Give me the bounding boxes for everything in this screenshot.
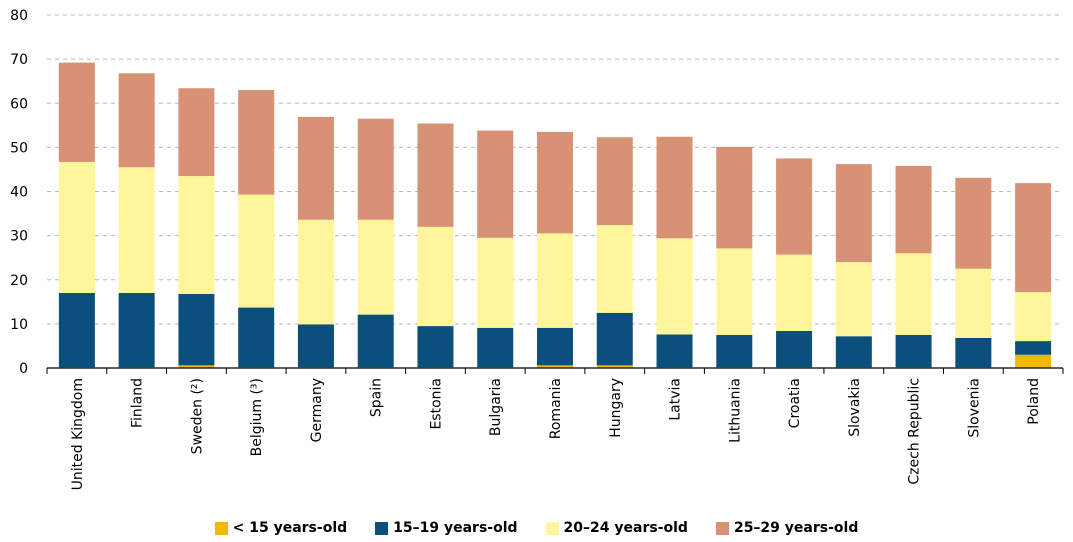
bar-segment [537,327,573,366]
bar-segment [238,307,275,368]
legend-label: 20–24 years-old [563,520,688,536]
bar-segment [716,334,753,368]
bar-segment [895,253,932,335]
bar-segment [477,237,514,328]
bar-segment [58,292,95,368]
bar-segment [776,330,813,368]
legend-item: 20–24 years-old [545,520,688,536]
legend-swatch [214,521,228,535]
x-category-label: Hungary [608,378,624,438]
bar-segment [417,326,454,368]
bar-segment [835,336,872,368]
bar-segment [656,238,693,335]
bar-segment [178,365,215,368]
x-category-label: Estonia [428,378,444,430]
bar-segment [1015,341,1052,355]
y-tick-label: 60 [10,96,28,112]
y-tick-label: 70 [10,52,28,68]
legend-item: 15–19 years-old [375,520,518,536]
bar-segment [477,130,514,238]
bar-segment [417,123,454,227]
legend-label: < 15 years-old [232,520,348,536]
bar-segment [58,161,95,293]
bar-segment [596,225,633,313]
bar-segment [118,73,155,168]
y-tick-label: 30 [10,229,28,245]
legend-swatch [375,521,389,535]
x-category-label: Sweden (²) [189,378,205,454]
x-category-label: United Kingdom [70,378,86,490]
y-tick-label: 10 [10,317,28,333]
bar-segment [596,312,633,366]
x-category-label: Slovenia [966,378,982,438]
bar-segment [238,194,275,308]
x-category-label: Bulgaria [488,378,504,436]
bar-segment [118,167,155,293]
bar-segment [297,219,334,325]
y-tick-label: 80 [10,8,28,24]
legend-item: < 15 years-old [214,520,348,536]
x-category-label: Czech Republic [907,378,923,485]
bar-segment [955,177,992,269]
bar-segment [955,337,992,368]
bar-segment [656,334,693,368]
x-category-label: Spain [369,378,385,417]
y-tick-label: 20 [10,273,28,289]
bar-segment [596,137,633,226]
bar-segment [537,233,573,328]
bar-segment [537,131,573,234]
x-category-label: Finland [130,378,146,428]
legend: < 15 years-old 15–19 years-old 20–24 years… [0,520,1073,536]
bar-segment [178,88,215,177]
bar-segment [357,118,394,220]
bar-segment [58,62,95,162]
x-category-label: Slovakia [847,378,863,437]
bar-segment [1015,354,1052,368]
bar-segment [656,136,693,239]
x-category-label: Latvia [668,378,684,421]
bar-segment [357,219,394,315]
axes: 0 10 20 30 40 50 60 70 80 United Kingdom Finland Sw… [10,8,1064,490]
x-category-label: Poland [1026,378,1042,425]
legend-item: 25–29 years-old [715,520,859,536]
bar-segment [357,314,394,368]
bar-segment [1015,292,1052,342]
bar-segment [178,176,215,294]
bar-segment [178,293,215,366]
bar-segment [895,165,932,254]
legend-swatch [715,521,729,535]
bar-segment [776,254,813,331]
bar-segment [537,365,573,368]
bar-segment [716,146,753,249]
bar-segment [955,268,992,338]
x-category-label: Germany [309,378,325,442]
bar-segment [835,164,872,263]
bar-segment [477,327,514,368]
legend-swatch [545,521,559,535]
bar-segment [297,324,334,368]
y-tick-label: 40 [10,185,28,201]
bar-segment [776,158,813,255]
bar-segment [417,226,454,327]
bar-segment [895,334,932,368]
bar-segment [118,292,155,368]
bar-segment [238,90,275,195]
bar-segment [297,116,334,220]
x-category-label: Belgium (³) [249,378,265,456]
bar-segment [1015,183,1052,293]
y-tick-label: 0 [19,361,28,377]
bars [58,62,1052,368]
legend-label: 15–19 years-old [393,520,518,536]
x-category-label: Croatia [787,378,803,428]
bar-segment [835,262,872,337]
legend-label: 25–29 years-old [733,520,859,536]
x-category-label: Romania [548,378,564,439]
bar-segment [716,248,753,335]
bar-segment [596,365,633,368]
x-category-label: Lithuania [727,378,743,443]
y-tick-label: 50 [10,140,28,156]
